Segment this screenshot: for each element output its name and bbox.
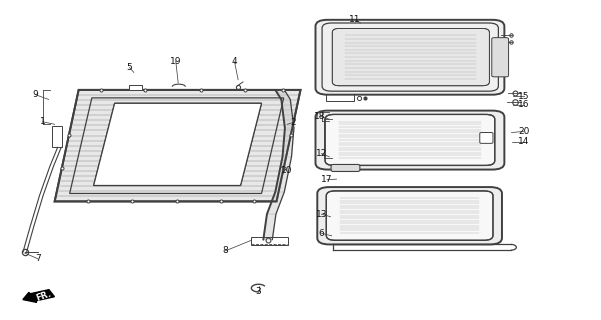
Text: 8: 8 <box>223 246 228 255</box>
Text: 12: 12 <box>316 149 327 158</box>
Text: 13: 13 <box>316 210 327 219</box>
Polygon shape <box>94 103 261 186</box>
Polygon shape <box>275 157 291 192</box>
Text: 15: 15 <box>518 92 529 101</box>
Polygon shape <box>275 90 290 100</box>
Polygon shape <box>263 214 276 240</box>
Polygon shape <box>94 103 261 186</box>
FancyBboxPatch shape <box>129 85 142 90</box>
Text: 1: 1 <box>40 117 46 126</box>
Text: 2: 2 <box>290 118 296 127</box>
Text: 4: 4 <box>232 57 237 66</box>
FancyBboxPatch shape <box>492 38 508 77</box>
Text: 11: 11 <box>349 15 360 24</box>
Text: 3: 3 <box>255 287 261 296</box>
Text: 5: 5 <box>127 63 132 72</box>
FancyBboxPatch shape <box>316 111 504 170</box>
FancyBboxPatch shape <box>326 191 493 240</box>
FancyBboxPatch shape <box>332 28 489 86</box>
FancyBboxPatch shape <box>316 20 504 95</box>
Text: 7: 7 <box>35 254 41 263</box>
Text: 19: 19 <box>170 57 182 66</box>
Text: 10: 10 <box>281 166 293 175</box>
Polygon shape <box>267 192 284 214</box>
Text: FR.: FR. <box>35 290 53 303</box>
Text: 16: 16 <box>518 100 529 109</box>
Polygon shape <box>281 100 294 128</box>
Text: 14: 14 <box>518 137 529 146</box>
Text: 17: 17 <box>321 175 332 184</box>
FancyArrow shape <box>23 290 55 302</box>
FancyBboxPatch shape <box>317 187 502 244</box>
Text: 20: 20 <box>518 127 529 136</box>
Polygon shape <box>282 128 294 157</box>
FancyBboxPatch shape <box>325 115 495 165</box>
FancyBboxPatch shape <box>480 132 493 143</box>
Text: 9: 9 <box>32 90 38 99</box>
Text: 18: 18 <box>314 112 325 121</box>
Text: 6: 6 <box>319 229 325 238</box>
FancyBboxPatch shape <box>331 164 360 172</box>
Polygon shape <box>55 90 300 201</box>
